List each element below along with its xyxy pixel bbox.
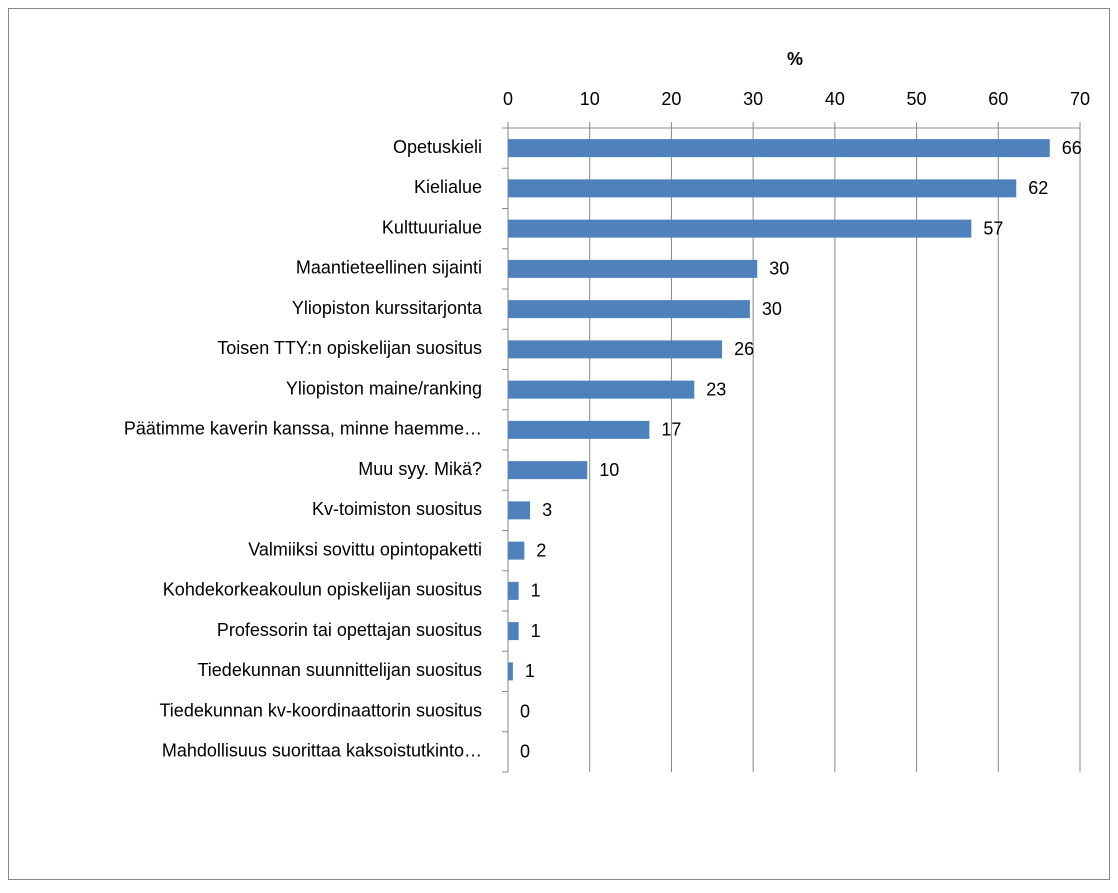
bar bbox=[508, 541, 525, 560]
value-label: 1 bbox=[531, 581, 541, 601]
value-label: 3 bbox=[542, 500, 552, 520]
y-tick-label: Kohdekorkeakoulun opiskelijan suositus bbox=[163, 580, 482, 600]
bar bbox=[508, 219, 972, 238]
value-label: 26 bbox=[734, 339, 754, 359]
value-label: 10 bbox=[599, 460, 619, 480]
value-label: 30 bbox=[762, 299, 782, 319]
value-label: 0 bbox=[520, 701, 530, 721]
value-label: 1 bbox=[531, 621, 541, 641]
bar bbox=[508, 340, 723, 359]
y-tick-label: Kielialue bbox=[414, 177, 482, 197]
bar bbox=[508, 179, 1017, 198]
bar bbox=[508, 662, 513, 681]
x-tick-label: 40 bbox=[825, 89, 845, 109]
value-label: 1 bbox=[525, 661, 535, 681]
y-tick-label: Kv-toimiston suositus bbox=[312, 499, 482, 519]
y-tick-label: Opetuskieli bbox=[393, 137, 482, 157]
value-label: 2 bbox=[536, 540, 546, 560]
value-label: 66 bbox=[1062, 138, 1082, 158]
bar bbox=[508, 139, 1050, 158]
y-tick-label: Professorin tai opettajan suositus bbox=[217, 620, 482, 640]
bar bbox=[508, 622, 519, 641]
x-axis-label: % bbox=[787, 49, 803, 69]
x-tick-label: 20 bbox=[661, 89, 681, 109]
value-label: 0 bbox=[520, 742, 530, 762]
value-label: 30 bbox=[769, 259, 789, 279]
bar bbox=[508, 380, 695, 399]
bar bbox=[508, 461, 588, 480]
y-tick-label: Päätimme kaverin kanssa, minne haemme… bbox=[124, 419, 482, 439]
bar bbox=[508, 501, 531, 520]
value-label: 23 bbox=[706, 379, 726, 399]
y-tick-label: Valmiiksi sovittu opintopaketti bbox=[248, 539, 482, 559]
x-tick-label: 70 bbox=[1070, 89, 1090, 109]
bar bbox=[508, 420, 650, 439]
x-tick-label: 50 bbox=[907, 89, 927, 109]
y-tick-label: Yliopiston kurssitarjonta bbox=[292, 298, 483, 318]
y-tick-label: Kulttuurialue bbox=[382, 217, 482, 237]
y-tick-label: Yliopiston maine/ranking bbox=[286, 378, 482, 398]
y-tick-label: Maantieteellinen sijainti bbox=[296, 258, 482, 278]
x-tick-label: 60 bbox=[988, 89, 1008, 109]
y-tick-label: Mahdollisuus suorittaa kaksoistutkinto… bbox=[162, 741, 482, 761]
x-tick-label: 10 bbox=[580, 89, 600, 109]
value-label: 17 bbox=[661, 420, 681, 440]
bar bbox=[508, 300, 750, 319]
y-tick-label: Tiedekunnan kv-koordinaattorin suositus bbox=[159, 700, 482, 720]
y-tick-label: Toisen TTY:n opiskelijan suositus bbox=[217, 338, 482, 358]
value-label: 57 bbox=[983, 218, 1003, 238]
y-tick-label: Muu syy. Mikä? bbox=[358, 459, 482, 479]
y-tick-label: Tiedekunnan suunnittelijan suositus bbox=[197, 660, 482, 680]
x-tick-label: 30 bbox=[743, 89, 763, 109]
bar bbox=[508, 259, 758, 278]
bar bbox=[508, 581, 519, 600]
x-tick-label: 0 bbox=[503, 89, 513, 109]
value-label: 62 bbox=[1028, 178, 1048, 198]
